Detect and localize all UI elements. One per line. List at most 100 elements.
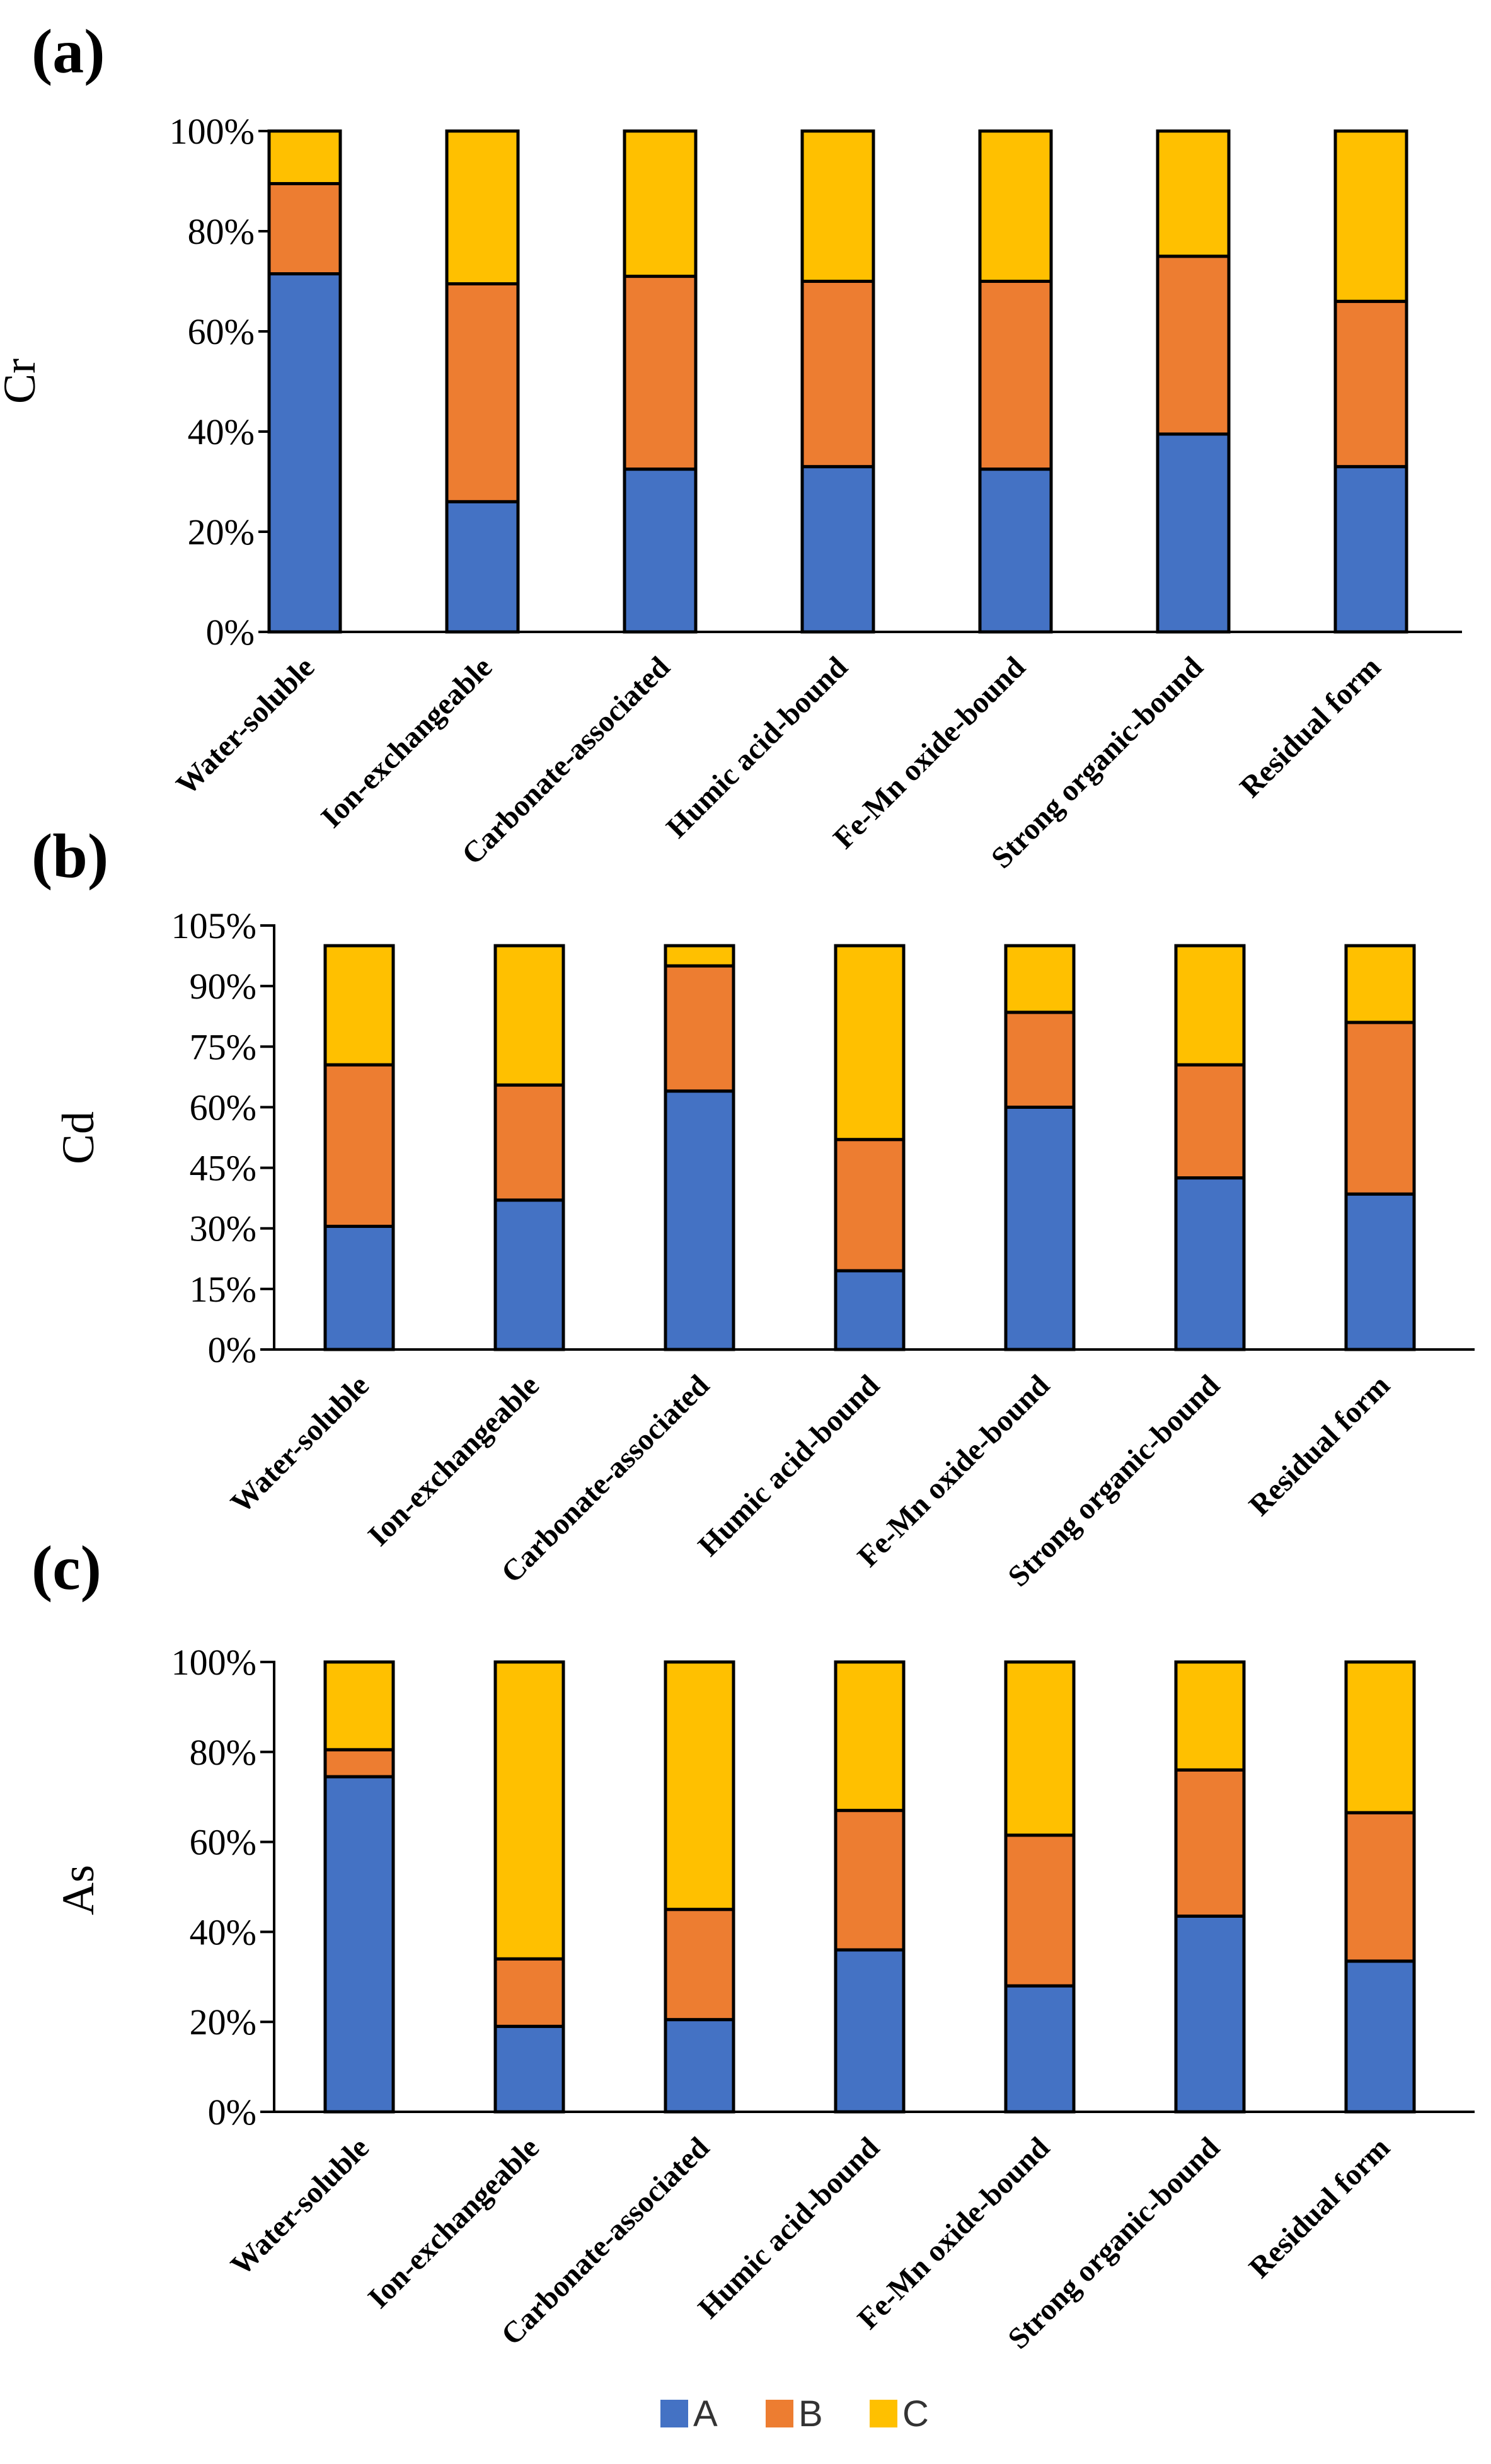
- bar-b-fe-mn-oxide-bound: [978, 280, 1053, 471]
- x-tick-label: Ion-exchangeable: [362, 2131, 546, 2315]
- bar-a-fe-mn-oxide-bound: [978, 467, 1053, 634]
- y-tick-label: 45%: [190, 1148, 256, 1189]
- legend-label-c: C: [902, 2393, 929, 2434]
- y-axis-label: Cr: [0, 358, 45, 404]
- y-tick-label: 40%: [190, 1911, 256, 1952]
- chart-panel-as: (c) As 0% 20% 40% 60% 80% 100% Water-solubleIon-…: [32, 1533, 1475, 2356]
- y-tick-label: 100%: [170, 111, 255, 152]
- bar-c-carbonate-associated: [623, 129, 698, 278]
- bar-b-residual-form: [1333, 299, 1408, 469]
- bar-a-carbonate-associated: [623, 467, 698, 634]
- y-axis-label: As: [53, 1865, 103, 1915]
- bar-a-residual-form: [1344, 1959, 1416, 2114]
- y-tick-label: 80%: [188, 211, 255, 252]
- legend-label-a: A: [693, 2393, 718, 2434]
- bar-a-strong-organic-bound: [1174, 1176, 1246, 1351]
- bar-b-humic-acid-bound: [834, 1138, 906, 1273]
- bar-c-ion-exchangeable: [493, 944, 565, 1087]
- bar-c-humic-acid-bound: [834, 1660, 906, 1813]
- bar-a-humic-acid-bound: [834, 1269, 906, 1351]
- x-tick-label: Water-soluble: [170, 650, 321, 801]
- x-tick-label: Humic acid-bound: [692, 2131, 886, 2325]
- chart-panel-cr: (a) Cr 0% 20% 40% 60% 80% 100% Water-solubleIon-…: [0, 16, 1462, 875]
- bar-b-humic-acid-bound: [800, 280, 875, 469]
- bar-a-water-soluble: [323, 1225, 395, 1351]
- bar-b-water-soluble: [323, 1748, 395, 1779]
- bar-b-strong-organic-bound: [1156, 255, 1231, 436]
- bar-c-water-soluble: [267, 129, 342, 185]
- bar-a-fe-mn-oxide-bound: [1004, 1984, 1076, 2114]
- legend: A B C: [660, 2393, 929, 2434]
- panel-letter: (a): [32, 16, 105, 86]
- bar-b-residual-form: [1344, 1021, 1416, 1196]
- bar-b-residual-form: [1344, 1811, 1416, 1963]
- bar-b-fe-mn-oxide-bound: [1004, 1011, 1076, 1109]
- bar-c-strong-organic-bound: [1174, 1660, 1246, 1772]
- legend-swatch-c: [870, 2400, 897, 2427]
- panel-letter: (c): [32, 1533, 101, 1603]
- x-tick-label: Ion-exchangeable: [362, 1368, 546, 1552]
- bar-c-residual-form: [1344, 944, 1416, 1024]
- legend-swatch-b: [766, 2400, 793, 2427]
- x-tick-label: Humic acid-bound: [660, 650, 854, 844]
- x-tick-label: Water-soluble: [224, 1368, 376, 1520]
- bar-b-carbonate-associated: [664, 1908, 735, 2022]
- bar-a-strong-organic-bound: [1156, 432, 1231, 634]
- y-tick-label: 20%: [190, 2002, 256, 2043]
- bar-a-water-soluble: [323, 1775, 395, 2114]
- bar-c-residual-form: [1344, 1660, 1416, 1814]
- bar-a-ion-exchangeable: [493, 1198, 565, 1351]
- bar-b-carbonate-associated: [623, 275, 698, 471]
- bar-c-ion-exchangeable: [493, 1660, 565, 1961]
- legend-label-b: B: [798, 2393, 823, 2434]
- bar-b-water-soluble: [267, 181, 342, 276]
- bar-b-strong-organic-bound: [1174, 1768, 1246, 1918]
- bar-c-strong-organic-bound: [1174, 944, 1246, 1067]
- bar-a-carbonate-associated: [664, 2018, 735, 2114]
- y-tick-label: 80%: [190, 1732, 256, 1773]
- y-tick-label: 0%: [208, 1329, 256, 1370]
- bar-a-residual-form: [1333, 465, 1408, 634]
- bar-c-humic-acid-bound: [834, 944, 906, 1142]
- bar-b-ion-exchangeable: [493, 1083, 565, 1202]
- bar-b-strong-organic-bound: [1174, 1063, 1246, 1180]
- x-tick-label: Fe-Mn oxide-bound: [851, 2131, 1056, 2335]
- bar-b-water-soluble: [323, 1063, 395, 1229]
- bar-a-ion-exchangeable: [445, 500, 520, 634]
- x-tick-label: Fe-Mn oxide-bound: [851, 1368, 1056, 1573]
- bar-c-water-soluble: [323, 944, 395, 1067]
- y-tick-label: 60%: [190, 1822, 256, 1863]
- y-tick-label: 105%: [171, 905, 256, 946]
- bar-a-strong-organic-bound: [1174, 1914, 1246, 2114]
- y-tick-label: 60%: [188, 311, 255, 352]
- y-axis-label: Cd: [53, 1111, 103, 1164]
- y-tick-label: 15%: [190, 1269, 256, 1310]
- bar-a-residual-form: [1344, 1192, 1416, 1351]
- bar-c-residual-form: [1333, 129, 1408, 303]
- y-tick-label: 60%: [190, 1087, 256, 1128]
- bar-b-carbonate-associated: [664, 964, 735, 1093]
- x-tick-label: Water-soluble: [224, 2131, 376, 2282]
- y-tick-label: 30%: [190, 1208, 256, 1249]
- bar-a-carbonate-associated: [664, 1089, 735, 1351]
- bar-a-ion-exchangeable: [493, 2024, 565, 2114]
- y-tick-label: 0%: [208, 2092, 256, 2133]
- bar-b-ion-exchangeable: [493, 1957, 565, 2028]
- y-tick-label: 90%: [190, 966, 256, 1007]
- bar-c-water-soluble: [323, 1660, 395, 1751]
- bar-b-humic-acid-bound: [834, 1809, 906, 1952]
- bar-c-carbonate-associated: [664, 1660, 735, 1911]
- bar-a-fe-mn-oxide-bound: [1004, 1105, 1076, 1351]
- bar-c-ion-exchangeable: [445, 129, 520, 285]
- x-tick-label: Ion-exchangeable: [314, 650, 498, 834]
- bar-c-fe-mn-oxide-bound: [1004, 1660, 1076, 1837]
- x-tick-label: Residual form: [1243, 1368, 1396, 1522]
- bar-a-humic-acid-bound: [800, 465, 875, 634]
- x-tick-label: Residual form: [1243, 2131, 1396, 2284]
- y-tick-label: 0%: [206, 612, 255, 653]
- x-tick-label: Fe-Mn oxide-bound: [827, 650, 1032, 855]
- bar-b-ion-exchangeable: [445, 282, 520, 503]
- bar-c-humic-acid-bound: [800, 129, 875, 283]
- y-tick-label: 20%: [188, 512, 255, 553]
